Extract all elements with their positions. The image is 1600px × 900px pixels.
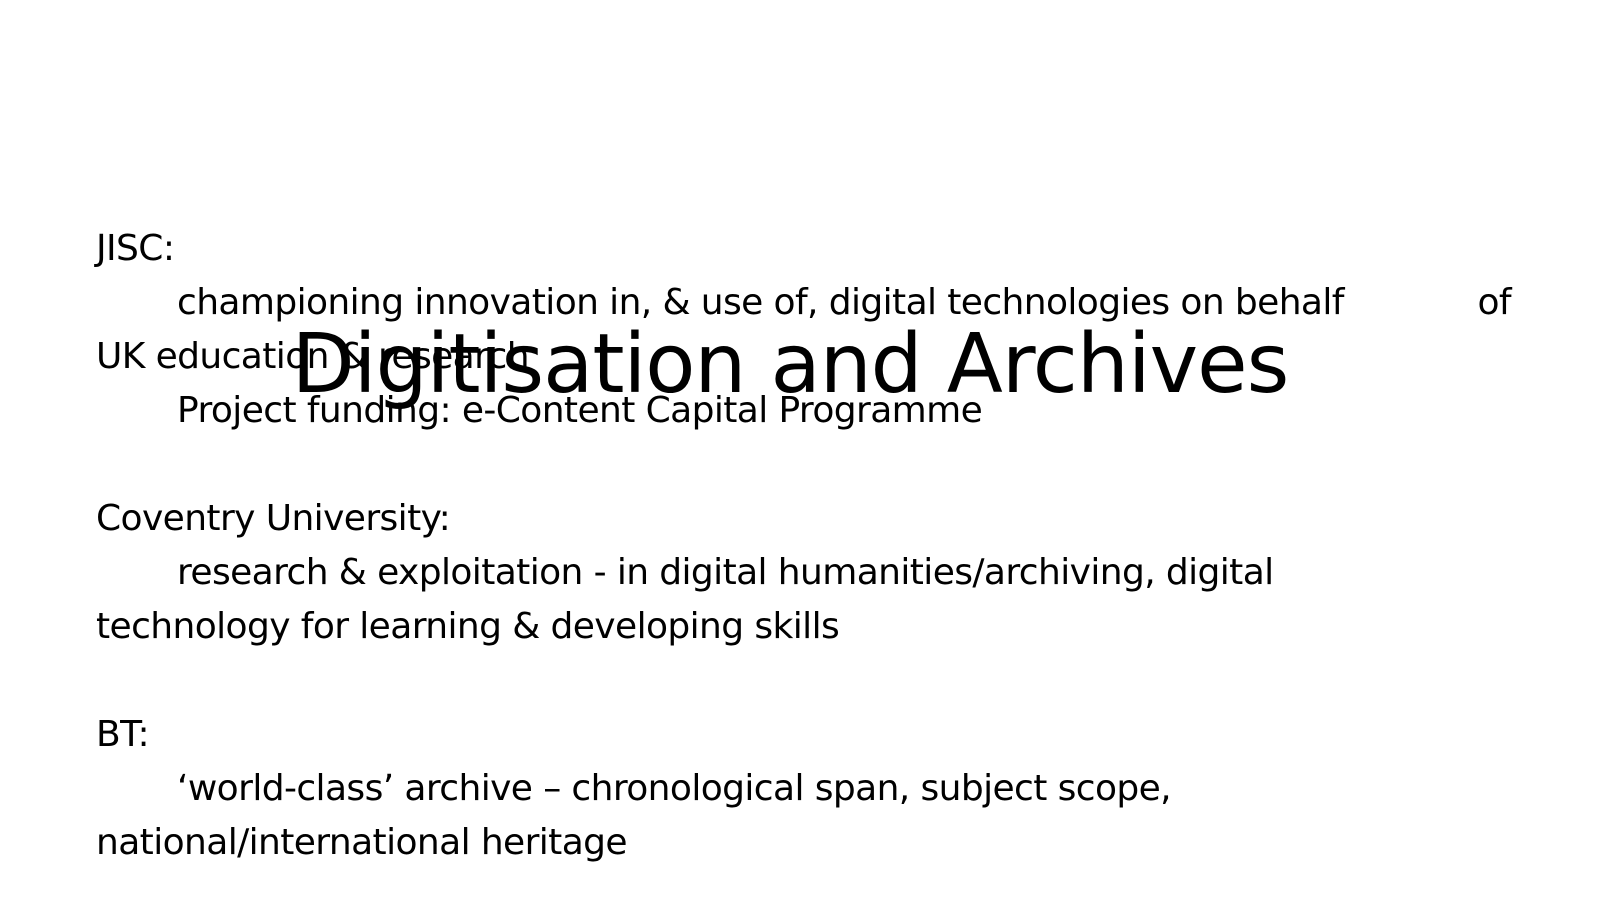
bt-description-continued: national/international heritage xyxy=(96,822,628,863)
jisc-description-spread: championing innovation in, & use of, dig… xyxy=(177,276,1512,330)
jisc-description-end: of xyxy=(1477,282,1512,323)
section-heading-coventry: Coventry University: xyxy=(96,498,451,539)
slide-body: JISC: championing innovation in, & use o… xyxy=(96,222,1516,870)
coventry-description-line: research & exploitation - in digital hum… xyxy=(177,552,1274,593)
jisc-description-text: championing innovation in, & use of, dig… xyxy=(177,282,1344,323)
jisc-description-line: championing innovation in, & use of, dig… xyxy=(96,276,1516,330)
coventry-description-continued: technology for learning & developing ski… xyxy=(96,606,840,647)
section-heading-jisc: JISC: xyxy=(96,228,175,269)
section-gap xyxy=(96,654,1516,708)
jisc-project-funding: Project funding: e-Content Capital Progr… xyxy=(177,390,983,431)
bt-description-line: ‘world-class’ archive – chronological sp… xyxy=(177,768,1172,809)
section-heading-bt: BT: xyxy=(96,714,150,755)
section-gap xyxy=(96,438,1516,492)
jisc-description-continued: UK education & research xyxy=(96,336,530,377)
